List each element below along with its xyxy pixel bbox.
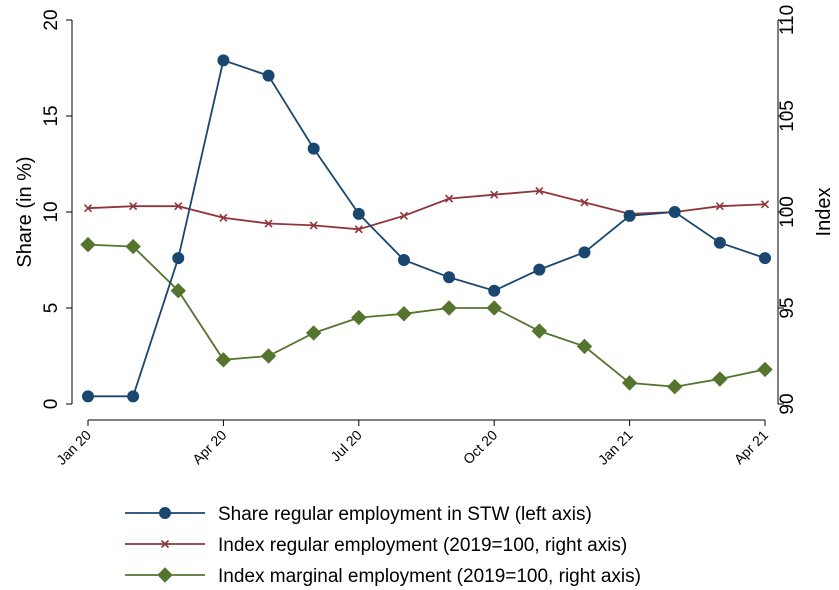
x-tick-label: Jan 21 <box>595 427 636 468</box>
data-point <box>712 371 728 387</box>
series-line <box>87 189 766 231</box>
left-tick-label: 5 <box>41 303 62 314</box>
data-point <box>354 225 363 234</box>
data-point <box>82 390 94 403</box>
left-tick-label: 15 <box>41 105 62 126</box>
left-tick-label: 0 <box>41 399 62 410</box>
data-point <box>533 263 546 276</box>
legend-marker <box>157 567 173 583</box>
data-point <box>580 198 589 207</box>
data-point <box>125 238 141 255</box>
legend-marker <box>160 539 170 549</box>
data-point <box>623 209 636 222</box>
data-point <box>760 200 770 209</box>
x-tick-label: Apr 21 <box>731 427 772 468</box>
left-y-axis-label: Share (in %) <box>14 156 36 267</box>
series-circle <box>82 54 771 403</box>
data-point <box>127 390 140 403</box>
data-point <box>667 379 683 395</box>
series-diamond <box>80 236 773 395</box>
data-point <box>576 338 593 355</box>
data-point <box>309 221 318 230</box>
data-point <box>219 213 228 222</box>
data-point <box>668 206 681 218</box>
data-point <box>578 246 591 259</box>
legend-label: Index marginal employment (2019=100, rig… <box>218 566 641 587</box>
data-point <box>490 190 499 199</box>
data-point <box>713 236 726 249</box>
data-point <box>535 186 544 195</box>
data-point <box>307 142 320 155</box>
data-point <box>351 309 367 326</box>
right-y-ticks: 90 95 100 105 110 <box>777 5 798 415</box>
legend-label: Share regular employment in STW (left ax… <box>218 504 592 525</box>
data-point <box>759 252 771 265</box>
data-point <box>217 54 230 67</box>
left-y-ticks: 0 5 10 15 20 <box>41 9 72 409</box>
plot-area <box>71 20 779 421</box>
x-tick-label: Jan 20 <box>53 427 94 468</box>
legend-marker <box>159 507 171 519</box>
left-tick-label: 20 <box>41 9 62 30</box>
data-point <box>352 207 365 220</box>
data-point <box>486 300 502 316</box>
data-point <box>262 69 275 82</box>
data-point <box>170 283 186 299</box>
x-tick-label: Apr 20 <box>189 427 230 468</box>
legend-item: Index marginal employment (2019=100, rig… <box>125 566 641 587</box>
legend-label: Index regular employment (2019=100, righ… <box>218 535 627 556</box>
right-tick-label: 95 <box>777 297 798 318</box>
data-point <box>399 211 408 220</box>
left-tick-label: 10 <box>41 201 62 222</box>
right-tick-label: 105 <box>777 100 798 132</box>
data-point <box>621 375 638 391</box>
data-point <box>443 271 456 284</box>
data-point <box>305 325 322 341</box>
data-point <box>445 194 454 203</box>
legend-item: Index regular employment (2019=100, righ… <box>125 535 627 556</box>
data-point <box>260 348 277 364</box>
right-tick-label: 100 <box>777 196 798 228</box>
data-point <box>441 300 457 316</box>
x-tick-label: Oct 20 <box>460 427 501 468</box>
x-tick-label: Jul 20 <box>327 427 365 465</box>
data-point <box>531 323 548 339</box>
data-point <box>83 204 93 213</box>
series-line <box>88 59 766 398</box>
data-point <box>757 361 773 378</box>
data-point <box>488 284 501 297</box>
legend-item: Share regular employment in STW (left ax… <box>125 504 592 525</box>
data-point <box>264 219 273 228</box>
data-point <box>80 236 96 253</box>
series-line <box>87 243 766 388</box>
data-point <box>396 306 412 322</box>
right-tick-label: 110 <box>777 5 798 35</box>
data-point <box>397 254 410 266</box>
data-point <box>172 252 185 265</box>
right-tick-label: 90 <box>777 393 798 414</box>
series-x <box>83 186 770 234</box>
data-point <box>715 202 724 211</box>
data-point <box>215 352 232 368</box>
data-point <box>129 202 138 211</box>
x-axis-ticks: Jan 20 Apr 20 Jul 20 Oct 20 Jan 21 Apr 21 <box>53 420 771 468</box>
legend: Share regular employment in STW (left ax… <box>125 504 641 587</box>
right-y-axis-label: Index <box>813 188 835 237</box>
data-point <box>174 202 183 211</box>
series-layer <box>80 54 773 403</box>
